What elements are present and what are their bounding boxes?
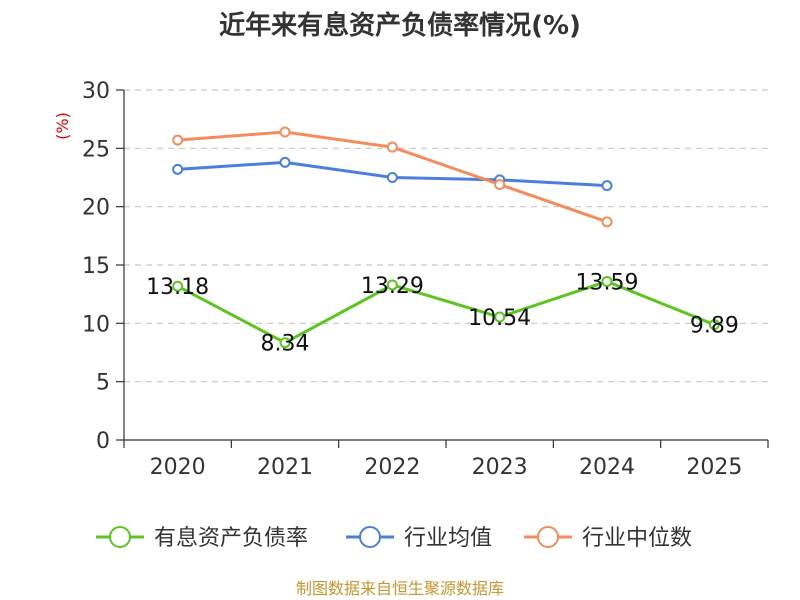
y-tick-label-30: 30 [82,79,110,104]
chart-title: 近年来有息资产负债率情况(%) [219,10,581,41]
x-tick-label-2024: 2024 [579,455,635,480]
series-0-point-2025[interactable] [708,319,720,331]
y-tick-label-5: 5 [96,371,110,396]
series-2-point-2024[interactable] [601,216,613,228]
legend-label: 有息资产负债率 [154,526,308,551]
y-tick-label-10: 10 [82,312,110,337]
series-group [172,126,720,349]
data-label-2020: 13.18 [146,275,209,300]
data-label-2022: 13.29 [361,274,424,299]
series-0-point-2020[interactable] [172,280,184,292]
legend-item-1[interactable]: 行业均值 [346,526,492,551]
series-2-point-2020[interactable] [172,134,184,146]
y-tick-label-15: 15 [82,254,110,279]
series-1-point-2020[interactable] [172,163,184,175]
series-1-point-2021[interactable] [279,156,291,168]
legend-swatch-marker [537,526,559,548]
grid-lines [124,89,768,383]
legend-item-2[interactable]: 行业中位数 [524,526,692,551]
x-tick-label-2022: 2022 [364,455,420,480]
data-label-2023: 10.54 [468,306,531,331]
x-tick-label-2021: 2021 [257,455,313,480]
series-2-point-2021[interactable] [279,126,291,138]
data-label-2021: 8.34 [261,332,310,357]
data-labels: 13.18 8.34 13.29 10.54 13.59 9.89 [146,270,739,356]
x-tick-label-2025: 2025 [686,455,742,480]
series-0-line [176,279,715,345]
legend-swatch-marker [109,526,131,548]
y-tick-label-25: 25 [82,137,110,162]
series-2-point-2023[interactable] [494,179,506,190]
data-label-2024: 13.59 [576,270,639,295]
x-tick-label-2020: 2020 [150,455,206,480]
x-tick-label-2023: 2023 [472,455,528,480]
series-0-point-2021[interactable] [279,337,291,349]
legend-label: 行业中位数 [582,526,692,551]
legend-label: 行业均值 [404,526,492,551]
series-1-point-2024[interactable] [601,180,613,192]
y-axis-label: (%) [53,112,72,140]
y-tick-label-20: 20 [82,196,110,221]
data-source-note: 制图数据来自恒生聚源数据库 [296,579,504,598]
legend[interactable]: 有息资产负债率 行业均值 行业中位数 [96,526,692,551]
legend-swatch-marker [359,526,381,548]
series-1-point-2022[interactable] [386,172,398,183]
data-label-2025: 9.89 [690,314,739,339]
series-0-point-2022[interactable] [386,279,398,291]
y-tick-label-0: 0 [96,429,110,454]
series-0-point-2024[interactable] [601,275,613,287]
legend-item-0[interactable]: 有息资产负债率 [96,526,308,551]
series-0-point-2023[interactable] [494,311,506,323]
series-2-point-2022[interactable] [386,141,398,153]
